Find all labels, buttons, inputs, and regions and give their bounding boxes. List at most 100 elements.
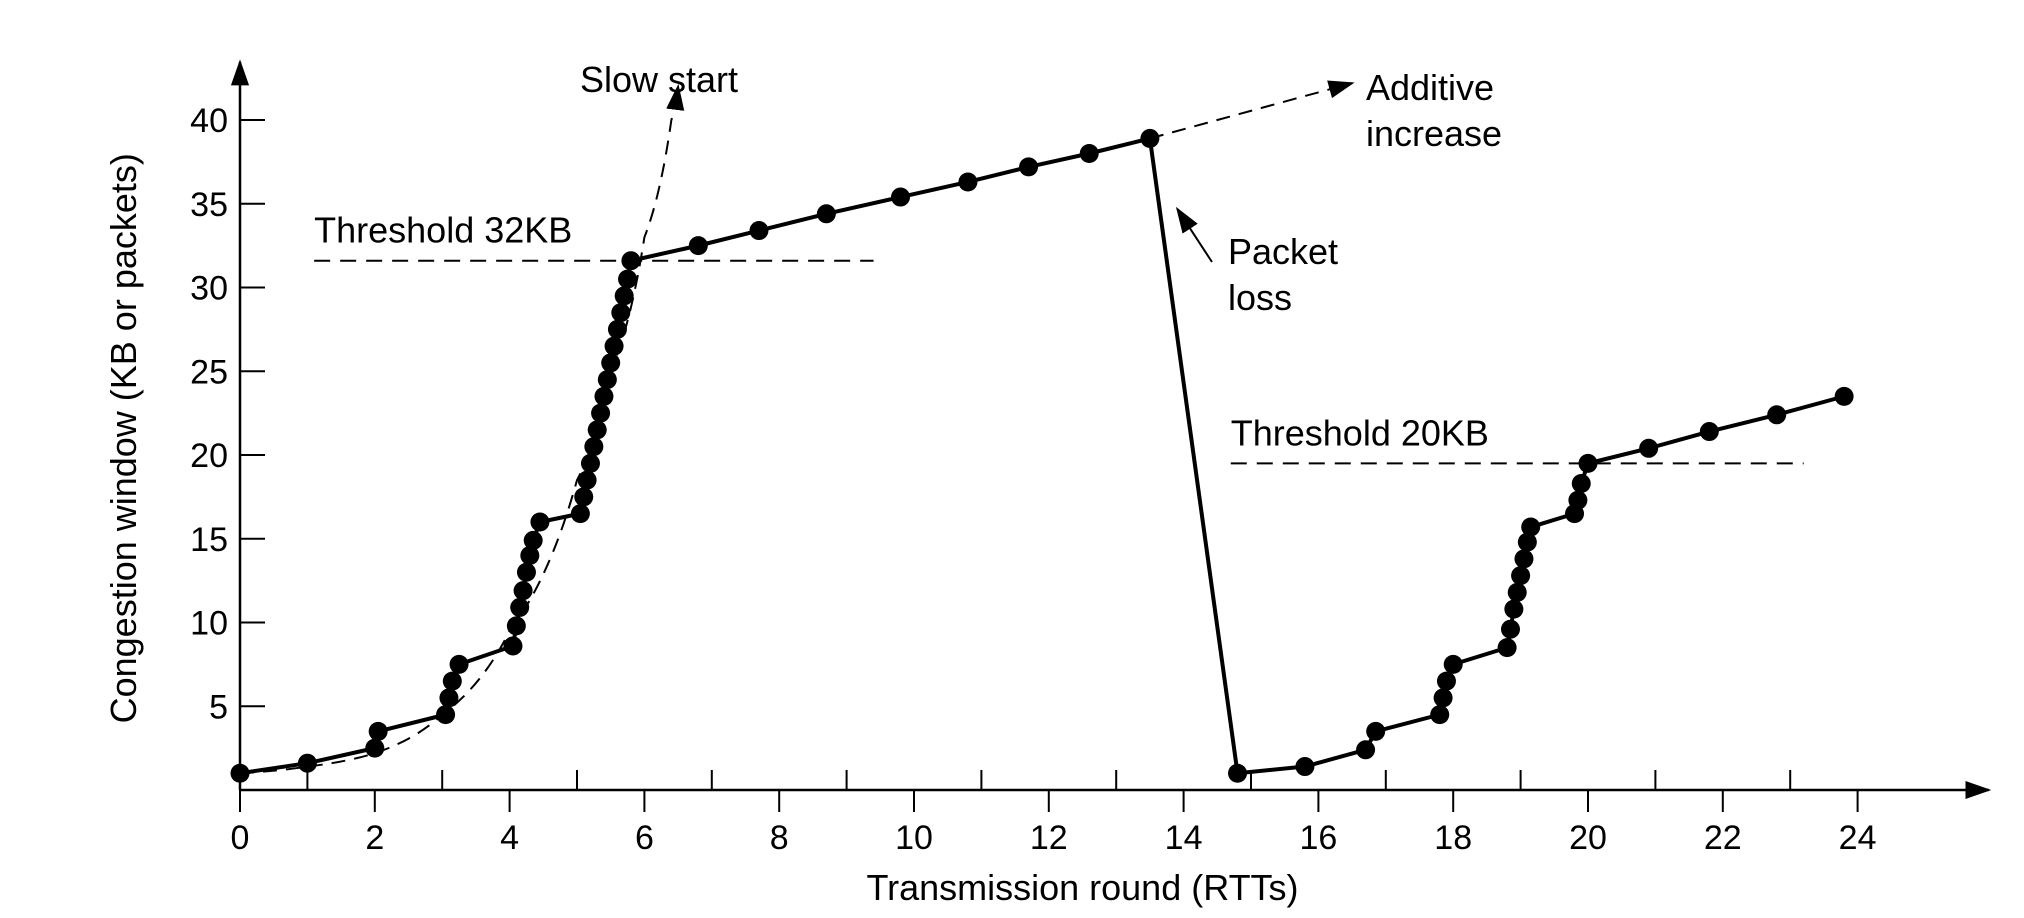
data-point [577,470,597,490]
data-point [368,721,388,741]
threshold-20kb-label: Threshold 20KB [1231,412,1489,453]
packet-loss-arrow [1175,206,1213,263]
data-point [503,636,523,656]
data-point [1295,757,1315,777]
data-point [584,437,604,457]
data-point [1517,532,1537,552]
additive-increase-label-line-1: Additive [1366,67,1494,108]
annotations [1175,206,1213,263]
data-point [1504,599,1524,619]
additive-increase-extension [1149,80,1355,140]
data-point [523,530,543,550]
data-point [1511,566,1531,586]
data-point [1521,517,1541,537]
threshold-32kb-label: Threshold 32KB [314,210,572,251]
data-point [1639,438,1659,458]
data-point [516,562,536,582]
data-point [604,336,624,356]
threshold-lines [314,259,1804,465]
y-tick-label: 30 [190,270,228,308]
data-point [1578,453,1598,473]
data-point [506,616,526,636]
data-point [891,187,911,207]
y-tick-label: 35 [190,186,228,224]
data-point [1443,654,1463,674]
data-point [1767,405,1787,425]
data-point [365,738,385,758]
data-point [1079,144,1099,163]
data-point [594,386,614,406]
x-tick-label: 0 [231,819,250,857]
data-point [1834,386,1854,406]
data-point [688,236,708,256]
packet-loss-label-line-1: Packet [1228,231,1338,272]
y-axis-title: Congestion window (KB or packets) [103,153,144,723]
data-point [520,546,540,565]
x-tick-label: 24 [1839,819,1877,857]
data-point [513,581,533,601]
data-point [1571,473,1591,493]
packet-loss-label-line-2: loss [1228,277,1292,318]
data-point [1140,128,1160,148]
tick-marks [239,119,1859,812]
data-point [442,671,462,691]
y-tick-label: 20 [190,437,228,475]
data-point [297,753,317,773]
guide-curves [239,80,1355,775]
data-point [621,251,641,271]
y-tick-label: 5 [209,688,228,726]
y-tick-label: 25 [190,353,228,391]
data-point [1699,422,1719,442]
x-tick-label: 6 [635,819,654,857]
x-tick-label: 16 [1299,819,1337,857]
y-tick-label: 15 [190,521,228,559]
slow-start-curve [239,83,685,775]
axes [230,59,1992,800]
x-tick-label: 2 [365,819,384,857]
x-tick-label: 20 [1569,819,1607,857]
data-point [618,269,638,289]
data-point [1436,671,1456,691]
data-point [816,204,836,224]
x-tick-label: 8 [770,819,789,857]
data-point [587,420,607,440]
data-point [230,763,250,783]
data-point [1500,619,1520,639]
data-point [1497,638,1517,658]
data-point [1356,740,1376,760]
data-point [510,597,530,617]
data-point [749,221,769,241]
data-point [597,370,617,390]
x-tick-label: 22 [1704,819,1742,857]
data-point [1568,490,1588,510]
data-point [1507,582,1527,602]
x-tick-label: 18 [1434,819,1472,857]
data-point [1366,721,1386,741]
additive-increase-label-line-2: increase [1366,113,1502,154]
data-point [530,512,550,532]
slow-start-label: Slow start [580,59,738,100]
x-tick-label: 12 [1030,819,1068,857]
x-axis-title: Transmission round (RTTs) [866,867,1298,908]
y-tick-label: 40 [190,102,228,140]
data-point [1433,688,1453,708]
data-point [574,487,594,507]
data-point [607,319,627,339]
data-point [1430,705,1450,725]
data-point [1228,763,1248,783]
data-point [601,353,621,373]
data-point [958,172,978,192]
data-point [591,403,611,423]
x-tick-label: 10 [895,819,933,857]
data-point [611,303,631,323]
x-tick-label: 4 [500,819,519,857]
series [230,128,1854,783]
data-point [436,705,456,725]
y-tick-label: 10 [190,605,228,643]
data-point [570,504,590,524]
data-point [1514,549,1534,569]
data-point [449,654,469,674]
x-tick-label: 14 [1165,819,1203,857]
